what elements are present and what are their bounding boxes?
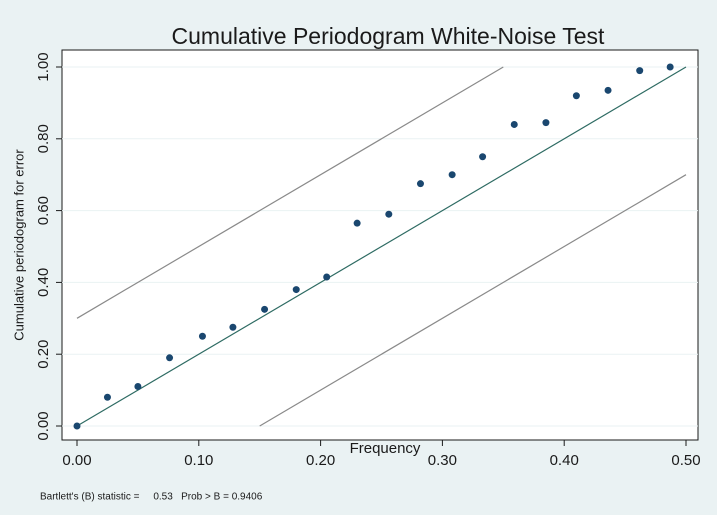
y-tick-label: 0.80 xyxy=(35,124,52,153)
y-tick-label: 0.40 xyxy=(35,268,52,297)
x-tick-label: 0.00 xyxy=(62,452,91,469)
x-axis-label: Frequency xyxy=(350,440,421,457)
y-tick-label: 1.00 xyxy=(35,52,52,81)
x-tick-label: 0.50 xyxy=(671,452,700,469)
y-axis-label: Cumulative periodogram for error xyxy=(11,149,26,341)
point xyxy=(292,286,300,294)
y-tick-label: 0.20 xyxy=(35,340,52,369)
y-tick-label: 0.00 xyxy=(35,411,52,440)
reference-line xyxy=(259,174,687,427)
plot-area xyxy=(61,49,699,441)
point xyxy=(636,67,644,75)
point xyxy=(261,305,269,313)
x-tick-label: 0.30 xyxy=(428,452,457,469)
point xyxy=(353,219,361,227)
point xyxy=(604,86,612,94)
x-tick-label: 0.10 xyxy=(184,452,213,469)
point xyxy=(542,119,550,127)
chart-title: Cumulative Periodogram White-Noise Test xyxy=(172,23,606,49)
reference-line xyxy=(76,66,504,319)
point xyxy=(73,422,81,430)
point xyxy=(666,63,674,71)
point xyxy=(198,332,206,340)
y-tick-label: 0.60 xyxy=(35,196,52,225)
point xyxy=(166,354,174,362)
point xyxy=(572,92,580,100)
point xyxy=(103,393,111,401)
x-tick-label: 0.40 xyxy=(550,452,579,469)
point xyxy=(416,180,424,188)
x-tick-label: 0.20 xyxy=(306,452,335,469)
point xyxy=(134,383,142,391)
point xyxy=(448,171,456,179)
point xyxy=(479,153,487,161)
point xyxy=(385,210,393,218)
point xyxy=(510,120,518,128)
point xyxy=(229,323,237,331)
note: Bartlett's (B) statistic = 0.53 Prob > B… xyxy=(40,492,263,503)
reference-line xyxy=(76,66,687,427)
point xyxy=(323,273,331,281)
